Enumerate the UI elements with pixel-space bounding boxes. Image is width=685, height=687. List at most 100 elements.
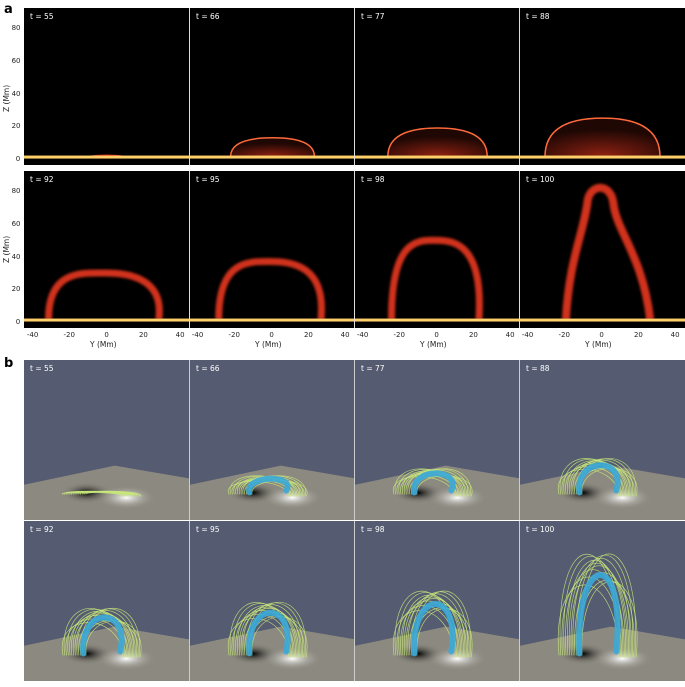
y-tick-label: 20 bbox=[633, 331, 643, 339]
render-image bbox=[520, 553, 685, 681]
photosphere-layer bbox=[190, 155, 355, 159]
positive-polarity-spot bbox=[427, 646, 488, 671]
render-frame: t = 55 bbox=[24, 360, 189, 520]
render-image bbox=[520, 458, 685, 520]
render-image bbox=[355, 590, 520, 681]
positive-polarity-spot bbox=[96, 485, 157, 510]
photosphere-layer bbox=[24, 318, 189, 322]
z-tick-label: 60 bbox=[11, 220, 21, 228]
plasma-image bbox=[355, 236, 520, 322]
y-tick-label: -40 bbox=[26, 331, 39, 339]
plasma-image bbox=[24, 154, 189, 159]
frame-time-label: t = 100 bbox=[526, 525, 555, 534]
y-tick-label: -20 bbox=[393, 331, 405, 339]
plasma-frame: t = 100 bbox=[519, 171, 685, 328]
positive-polarity-spot bbox=[592, 646, 653, 671]
y-tick-label: 0 bbox=[104, 331, 109, 339]
render-image bbox=[24, 465, 189, 520]
y-tick-label: 0 bbox=[269, 331, 274, 339]
plasma-frame: t = 88 bbox=[519, 8, 685, 165]
y-tick-label: 20 bbox=[468, 331, 478, 339]
flux-rope bbox=[411, 470, 456, 496]
z-tick-label: 40 bbox=[11, 89, 21, 98]
photosphere-layer bbox=[355, 318, 520, 322]
z-axis-label-top: Z (Mm) bbox=[2, 84, 11, 112]
render-image bbox=[190, 602, 355, 681]
plasma-structure bbox=[215, 258, 325, 320]
panel-a-letter: a bbox=[4, 2, 13, 17]
frame-time-label: t = 77 bbox=[361, 12, 385, 21]
y-tick-label: 20 bbox=[303, 331, 313, 339]
z-tick-label: 60 bbox=[11, 57, 21, 65]
plasma-frame: t = 92 bbox=[24, 171, 189, 328]
plasma-structure bbox=[45, 269, 163, 321]
render-image bbox=[190, 465, 355, 520]
y-tick-label: 0 bbox=[599, 331, 604, 339]
y-tick-label: -20 bbox=[228, 331, 240, 339]
photosphere-layer bbox=[24, 155, 189, 159]
y-tick-label: 20 bbox=[138, 331, 148, 339]
render-frame: t = 98 bbox=[354, 521, 520, 681]
render-frame: t = 77 bbox=[354, 360, 520, 520]
frame-time-label: t = 95 bbox=[196, 525, 220, 534]
plasma-structure bbox=[229, 137, 316, 158]
plasma-structure bbox=[387, 127, 488, 158]
plasma-image bbox=[190, 258, 355, 322]
flux-rope bbox=[576, 572, 621, 657]
y-tick-label: -40 bbox=[356, 331, 369, 339]
photosphere-layer bbox=[520, 155, 685, 159]
z-tick-label: 20 bbox=[11, 122, 21, 131]
frame-time-label: t = 66 bbox=[196, 364, 220, 373]
field-lines bbox=[62, 490, 142, 497]
y-axis-label-3: Y (Mm) bbox=[420, 340, 447, 349]
render-frame: t = 100 bbox=[519, 521, 685, 681]
render-image bbox=[24, 607, 189, 681]
flux-rope bbox=[411, 601, 456, 657]
frame-time-label: t = 77 bbox=[361, 364, 385, 373]
y-tick-label: -20 bbox=[558, 331, 570, 339]
photosphere-layer bbox=[190, 318, 355, 322]
y-tick-label: 40 bbox=[505, 331, 515, 339]
plasma-frame: t = 98 bbox=[354, 171, 520, 328]
z-tick-label: 20 bbox=[11, 285, 21, 294]
frame-time-label: t = 92 bbox=[30, 525, 54, 534]
z-tick-label: 40 bbox=[11, 252, 21, 261]
plasma-image bbox=[520, 117, 685, 159]
flux-rope bbox=[246, 475, 291, 496]
plasma-frame: t = 77 bbox=[354, 8, 520, 165]
y-tick-label: 40 bbox=[175, 331, 185, 339]
plasma-image bbox=[355, 127, 520, 159]
z-axis-label-bottom: Z (Mm) bbox=[2, 235, 11, 263]
frame-time-label: t = 88 bbox=[526, 364, 550, 373]
photosphere-layer bbox=[520, 318, 685, 322]
plasma-image bbox=[24, 269, 189, 322]
frame-time-label: t = 55 bbox=[30, 364, 54, 373]
plasma-structure bbox=[561, 183, 655, 321]
plasma-structure bbox=[544, 117, 661, 158]
positive-polarity-spot bbox=[262, 646, 323, 671]
y-axis-label-1: Y (Mm) bbox=[90, 340, 117, 349]
y-axis-label-4: Y (Mm) bbox=[585, 340, 612, 349]
render-frame: t = 95 bbox=[189, 521, 355, 681]
frame-time-label: t = 98 bbox=[361, 525, 385, 534]
y-tick-label: -20 bbox=[63, 331, 75, 339]
frame-time-label: t = 95 bbox=[196, 175, 220, 184]
y-tick-label: -40 bbox=[191, 331, 204, 339]
render-frame: t = 88 bbox=[519, 360, 685, 520]
plasma-image bbox=[190, 137, 355, 159]
y-tick-label: 40 bbox=[670, 331, 680, 339]
plasma-frame: t = 66 bbox=[189, 8, 355, 165]
render-frame: t = 92 bbox=[24, 521, 189, 681]
frame-time-label: t = 98 bbox=[361, 175, 385, 184]
y-tick-label: 40 bbox=[340, 331, 350, 339]
plasma-image bbox=[520, 183, 685, 322]
render-frame: t = 66 bbox=[189, 360, 355, 520]
y-tick-label: 0 bbox=[434, 331, 439, 339]
plasma-frame: t = 55 bbox=[24, 8, 189, 165]
z-tick-label: 80 bbox=[11, 24, 21, 33]
frame-time-label: t = 100 bbox=[526, 175, 555, 184]
photosphere-layer bbox=[355, 155, 520, 159]
plasma-frame: t = 95 bbox=[189, 171, 355, 328]
frame-time-label: t = 92 bbox=[30, 175, 54, 184]
flux-rope bbox=[576, 462, 621, 496]
